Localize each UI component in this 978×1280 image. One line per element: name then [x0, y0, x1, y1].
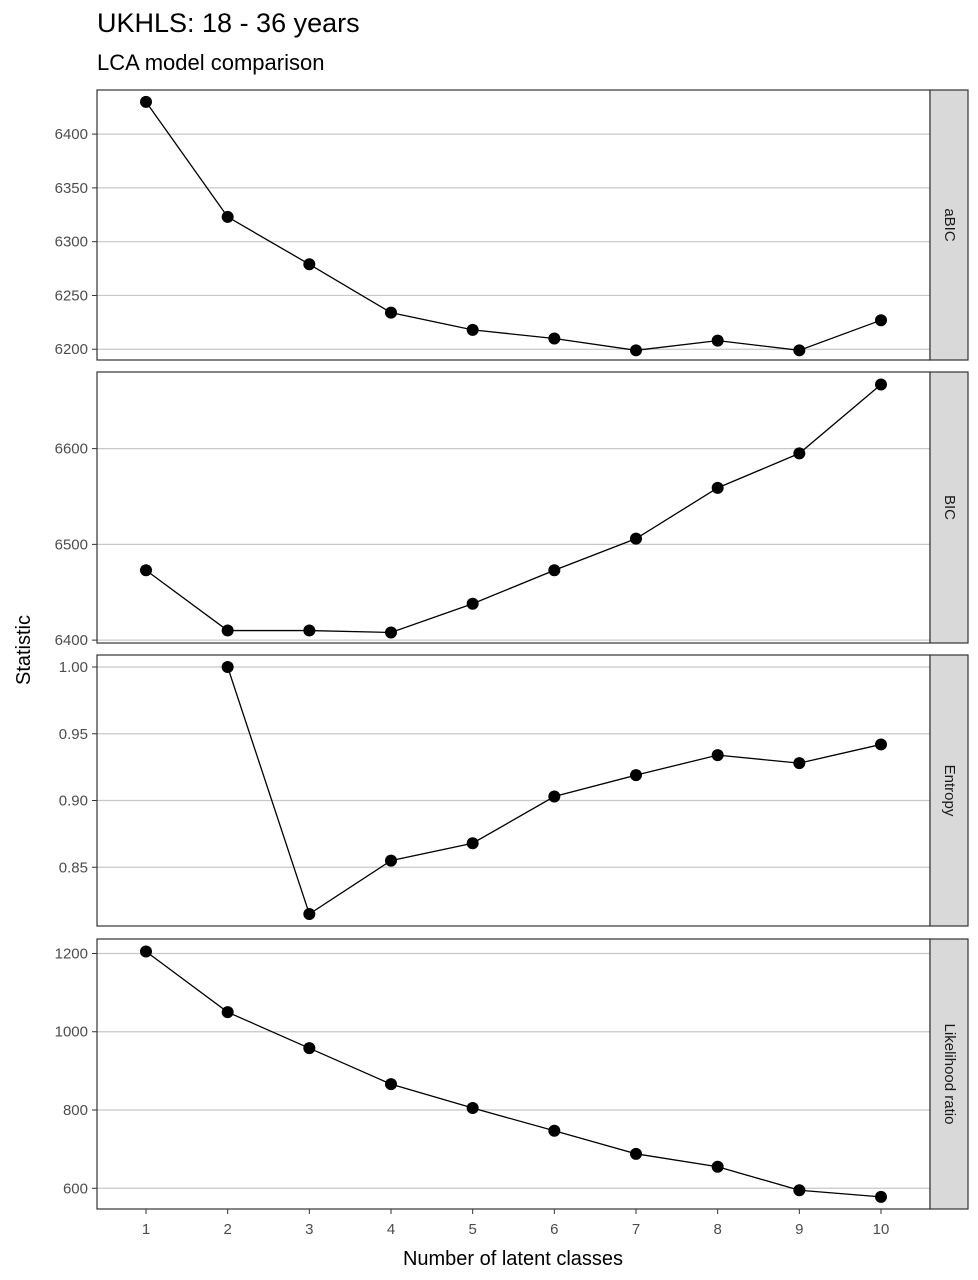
y-tick-label: 1000: [55, 1024, 88, 1041]
data-point: [466, 597, 479, 610]
series-line: [145, 101, 882, 351]
y-tick-label: 6350: [55, 180, 88, 197]
data-point: [875, 378, 887, 391]
x-tick-label: 3: [305, 1221, 313, 1238]
facet-strip-label: BIC: [941, 495, 958, 520]
y-tick-label: 800: [63, 1102, 88, 1119]
data-point: [630, 532, 642, 545]
series-line: [227, 666, 882, 915]
y-tick-label: 6200: [55, 341, 88, 358]
x-tick-label: 8: [713, 1221, 721, 1238]
chart-subtitle: LCA model comparison: [97, 50, 325, 75]
data-point: [466, 1102, 479, 1115]
data-point: [630, 344, 642, 357]
x-axis-title: Number of latent classes: [403, 1248, 623, 1270]
data-point: [385, 306, 397, 319]
data-point: [875, 1190, 887, 1203]
facet-panel-2: 6400 6500 6600 BIC: [55, 371, 969, 649]
x-tick-label: 7: [632, 1221, 640, 1238]
x-tick-label: 6: [550, 1221, 558, 1238]
data-point: [548, 790, 561, 803]
data-point: [875, 738, 887, 751]
data-point: [303, 907, 316, 920]
data-point: [711, 334, 724, 347]
data-point: [303, 258, 316, 271]
facet-strip-label: aBIC: [941, 208, 958, 242]
y-tick-label: 6300: [55, 234, 88, 251]
x-tick-label: 9: [795, 1221, 803, 1238]
data-point: [711, 481, 724, 494]
facet-strip: [929, 938, 969, 1210]
data-point: [466, 323, 479, 336]
data-point: [875, 314, 887, 327]
y-tick-label: 600: [63, 1180, 88, 1197]
panel-border: [96, 654, 931, 927]
data-point: [548, 332, 561, 345]
x-tick-label: 1: [142, 1221, 150, 1238]
x-tick-label: 2: [223, 1221, 231, 1238]
data-point: [630, 1147, 642, 1160]
data-point: [221, 1006, 234, 1019]
data-point: [793, 1184, 806, 1197]
data-point: [221, 661, 234, 674]
data-point: [711, 749, 724, 762]
data-point: [711, 1160, 724, 1173]
data-point: [140, 945, 152, 958]
data-point: [793, 447, 806, 460]
data-point: [466, 837, 479, 850]
y-tick-label: 6250: [55, 287, 88, 304]
data-point: [548, 564, 561, 577]
data-point: [140, 564, 152, 577]
y-tick-label: 0.85: [59, 859, 88, 876]
facet-strip: [929, 89, 969, 361]
facet-strip: [929, 371, 969, 644]
facet-panel-3: 0.85 0.90 0.95 1.00 Entropy: [59, 654, 969, 927]
facet-panel-4: 600 800 1000 1200 Likelihood ratio: [55, 938, 969, 1210]
data-point: [793, 757, 806, 770]
data-point: [630, 769, 642, 782]
y-tick-label: 0.95: [59, 726, 88, 743]
data-point: [793, 344, 806, 357]
data-point: [221, 624, 234, 637]
facet-strip-label: Likelihood ratio: [941, 1024, 958, 1125]
data-point: [221, 210, 234, 223]
y-tick-label: 6600: [55, 441, 88, 458]
chart-title: UKHLS: 18 - 36 years: [97, 8, 360, 38]
y-axis-title: Statistic: [13, 615, 35, 685]
y-tick-label: 6400: [55, 632, 88, 649]
facet-strip-label: Entropy: [941, 765, 958, 817]
y-tick-label: 6500: [55, 536, 88, 553]
data-point: [140, 95, 152, 108]
data-point: [548, 1124, 561, 1137]
panel-border: [96, 371, 931, 644]
facet-strip: [929, 654, 969, 927]
x-tick-label: 5: [468, 1221, 476, 1238]
facet-panel-1: 6200 6250 6300 6350 6400 aBIC: [55, 89, 969, 361]
series-line: [145, 383, 882, 634]
y-tick-label: 6400: [55, 126, 88, 143]
data-point: [303, 1042, 316, 1055]
y-tick-label: 1.00: [59, 659, 88, 676]
data-point: [385, 626, 397, 639]
data-point: [385, 1078, 397, 1091]
data-point: [385, 854, 397, 867]
panel-border: [96, 938, 931, 1210]
y-tick-label: 0.90: [59, 793, 88, 810]
panel-border: [96, 89, 931, 361]
data-point: [303, 624, 316, 637]
x-tick-label: 10: [873, 1221, 890, 1238]
x-axis: 1 2 3 4 5 6 7 8 9 10: [142, 1209, 890, 1238]
series-line: [145, 950, 882, 1198]
x-tick-label: 4: [387, 1221, 395, 1238]
y-tick-label: 1200: [55, 945, 88, 962]
